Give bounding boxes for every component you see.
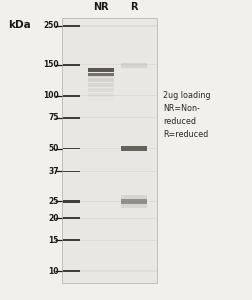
Text: R: R: [130, 2, 137, 12]
Bar: [80, 270, 156, 272]
Bar: [88, 78, 114, 82]
Bar: [80, 239, 156, 241]
Bar: [80, 26, 156, 27]
Text: 250: 250: [43, 22, 59, 31]
Bar: [88, 88, 114, 92]
Bar: [63, 170, 80, 172]
Bar: [80, 148, 156, 149]
Bar: [63, 25, 80, 27]
Text: 75: 75: [48, 113, 59, 122]
Text: 25: 25: [48, 197, 59, 206]
Bar: [80, 117, 156, 118]
Text: 10: 10: [48, 266, 59, 275]
Bar: [88, 83, 114, 87]
Bar: [88, 73, 114, 77]
Text: 37: 37: [48, 167, 59, 176]
Bar: [80, 201, 156, 202]
Bar: [63, 95, 80, 97]
Bar: [80, 218, 156, 219]
Bar: [88, 98, 114, 102]
Bar: [120, 195, 146, 208]
Text: 100: 100: [43, 91, 59, 100]
Text: 20: 20: [48, 214, 59, 223]
Bar: [63, 117, 80, 118]
Text: NR: NR: [93, 2, 108, 12]
Bar: [63, 148, 80, 149]
Text: kDa: kDa: [8, 20, 31, 30]
Bar: [80, 171, 156, 172]
Text: 50: 50: [48, 144, 59, 153]
Bar: [63, 270, 80, 272]
Bar: [88, 93, 114, 97]
Bar: [63, 64, 80, 66]
Bar: [120, 146, 146, 151]
Bar: [120, 63, 146, 68]
Bar: [63, 217, 80, 220]
Bar: [63, 200, 80, 203]
Bar: [88, 68, 114, 72]
Bar: [120, 199, 146, 204]
Bar: [62, 18, 156, 283]
Text: 150: 150: [43, 60, 59, 69]
Text: 2ug loading
NR=Non-
reduced
R=reduced: 2ug loading NR=Non- reduced R=reduced: [162, 91, 210, 139]
Bar: [80, 64, 156, 65]
Bar: [80, 95, 156, 96]
Bar: [63, 239, 80, 241]
Text: 15: 15: [48, 236, 59, 244]
Bar: [88, 73, 114, 76]
